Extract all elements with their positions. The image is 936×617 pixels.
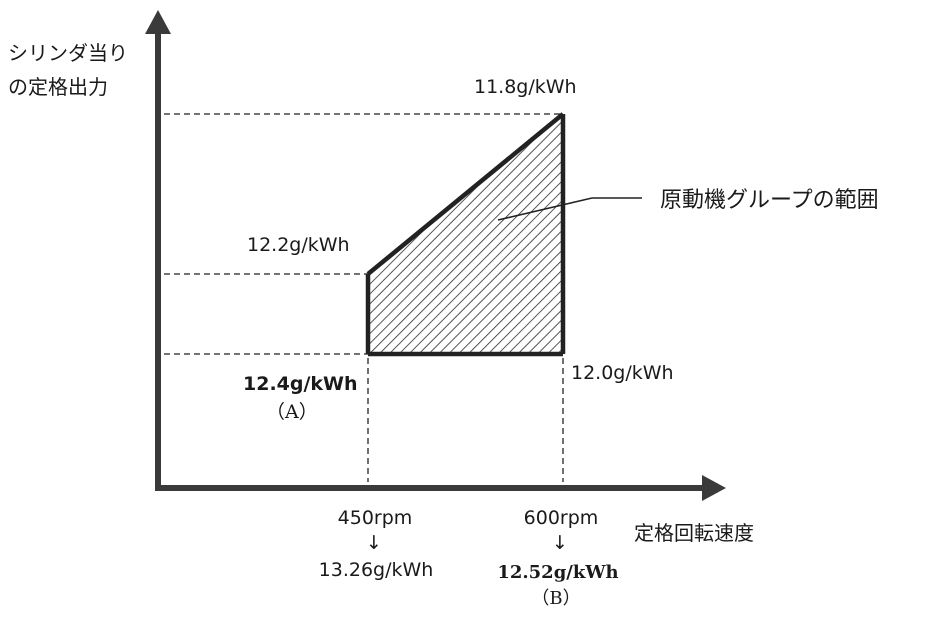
x-mark-600-tag: （B） xyxy=(531,588,580,609)
label-top-left: 12.2g/kWh xyxy=(247,234,350,256)
y-axis-arrowhead xyxy=(145,10,171,34)
engine-group-region xyxy=(368,114,563,354)
label-bottom-right: 12.0g/kWh xyxy=(571,362,674,384)
x-axis-label: 定格回転速度 xyxy=(634,521,754,545)
y-axis-label-line2: の定格出力 xyxy=(8,75,108,99)
label-top-right: 11.8g/kWh xyxy=(474,76,577,98)
x-mark-600-arrow: ↓ xyxy=(552,532,568,554)
x-mark-600-value: 12.52g/kWh xyxy=(497,562,618,583)
x-axis-arrowhead xyxy=(702,475,726,501)
region-edge-top xyxy=(366,112,565,276)
callout-leader-line xyxy=(497,197,593,221)
x-mark-450-value: 13.26g/kWh xyxy=(319,559,434,581)
x-mark-600-speed: 600rpm xyxy=(524,507,599,529)
x-mark-450-speed: 450rpm xyxy=(338,507,413,529)
label-bottom-left-tag: （A） xyxy=(266,401,318,423)
dashed-guides xyxy=(164,113,564,482)
label-bottom-left: 12.4g/kWh xyxy=(243,373,358,395)
x-mark-450-arrow: ↓ xyxy=(366,532,382,554)
callout-label: 原動機グループの範囲 xyxy=(660,188,879,213)
y-axis-label-line1: シリンダ当り xyxy=(8,41,128,65)
